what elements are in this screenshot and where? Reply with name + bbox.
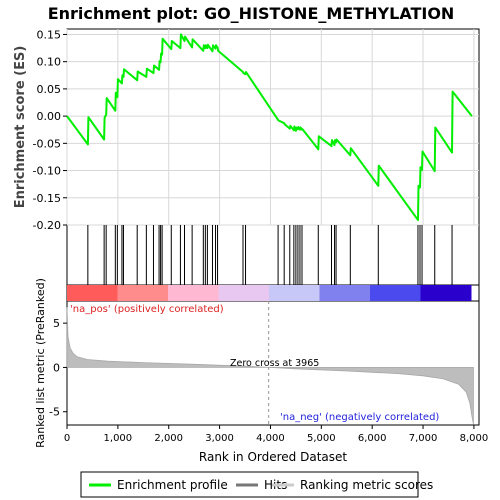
es-panel-frame	[66, 28, 480, 226]
es-y-tick-label: 0.00	[37, 110, 62, 123]
gradient-segment	[370, 285, 421, 301]
metric-y-tick-label: 5	[53, 317, 60, 330]
ranked-metric-fill	[66, 307, 474, 425]
legend-label-ranking-metric: Ranking metric scores	[300, 478, 433, 492]
hit-markers	[87, 225, 453, 285]
neg-correlated-label: 'na_neg' (negatively correlated)	[280, 412, 439, 423]
x-tick-label: 7,000	[409, 433, 438, 444]
chart-title: Enrichment plot: GO_HISTONE_METHYLATION	[48, 4, 455, 23]
x-axis-label: Rank in Ordered Dataset	[199, 450, 347, 464]
x-tick-label: 8,000	[460, 433, 489, 444]
zero-cross-label: Zero cross at 3965	[230, 358, 319, 369]
es-y-tick-label: 0.05	[37, 83, 62, 96]
gradient-segment	[319, 285, 371, 301]
legend: Enrichment profile Hits Ranking metric s…	[80, 471, 433, 498]
es-curve	[66, 33, 473, 222]
gradient-segment	[168, 285, 219, 301]
metric-y-axis: 5 0 -5	[49, 317, 67, 419]
gradient-segment	[117, 285, 169, 301]
x-tick-label: 6,000	[358, 433, 387, 444]
pos-correlated-label: 'na_pos' (positively correlated)	[70, 304, 224, 315]
es-y-tick-label: 0.10	[37, 56, 62, 69]
x-tick-label: 5,000	[307, 433, 336, 444]
legend-label-enrichment-profile: Enrichment profile	[117, 478, 228, 492]
x-axis: 0 1,000 2,000 3,000 4,000 5,000 6,000 7,000 8,00…	[64, 425, 488, 444]
es-curve-line	[66, 33, 473, 222]
gradient-segment	[218, 285, 270, 301]
gradient-segment	[67, 285, 118, 301]
x-tick-label: 3,000	[205, 433, 234, 444]
x-tick-label: 4,000	[256, 433, 285, 444]
es-y-tick-label: -0.10	[33, 165, 61, 178]
x-tick-label: 1,000	[104, 433, 133, 444]
es-y-tick-label: 0.15	[37, 28, 62, 41]
metric-y-tick-label: -5	[49, 406, 60, 419]
ranked-metric-area	[66, 301, 474, 425]
rank-gradient-bar	[67, 285, 472, 301]
es-y-axis-label: Enrichment score (ES)	[13, 46, 28, 209]
es-y-axis: 0.15 0.10 0.05 0.00 -0.05 -0.10 -0.15 -0.20	[33, 28, 67, 232]
x-tick-label: 0	[64, 433, 70, 444]
hits-panel-frame	[66, 224, 480, 286]
es-grid	[66, 29, 479, 226]
gradient-segment	[420, 285, 472, 301]
metric-y-axis-label: Ranked list metric (PreRanked)	[34, 278, 47, 448]
x-tick-label: 2,000	[154, 433, 183, 444]
es-y-tick-label: -0.05	[33, 137, 61, 150]
es-y-tick-label: -0.15	[33, 192, 61, 205]
gradient-segment	[269, 285, 320, 301]
metric-y-tick-label: 0	[53, 361, 60, 374]
es-y-tick-label: -0.20	[33, 219, 61, 232]
